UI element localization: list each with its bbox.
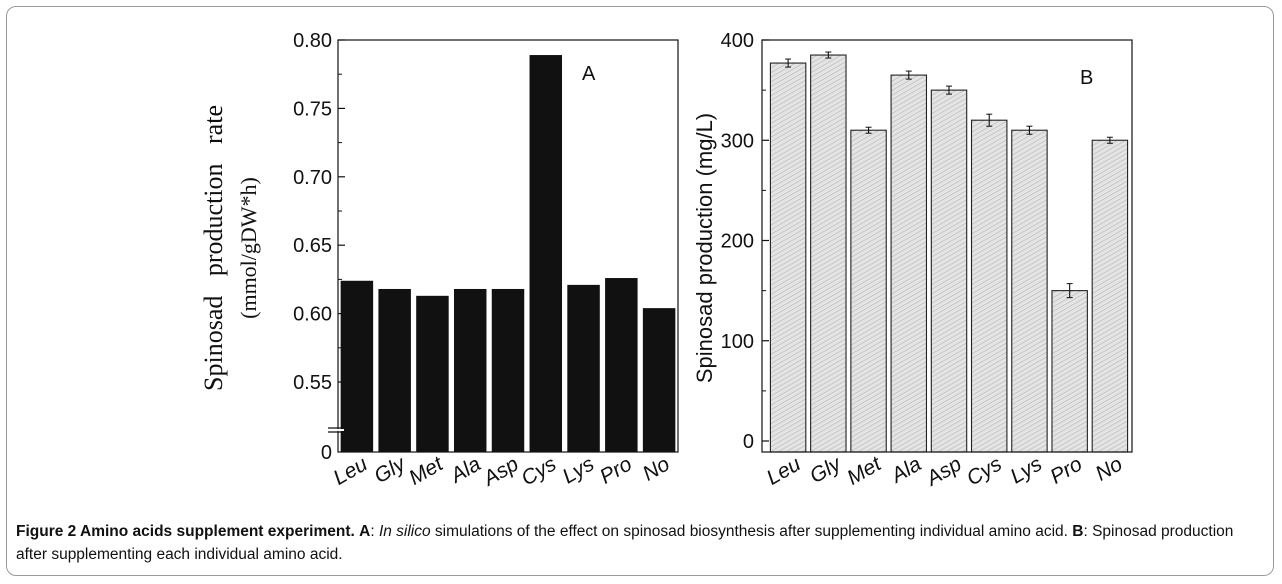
panel-b-bar-cys — [970, 119, 1008, 453]
panel-b-xtick-label: Leu — [763, 452, 805, 490]
panel-b-xtick-label: Asp — [921, 452, 966, 491]
panel-a-bar-no — [642, 308, 676, 452]
panel-b-ytick-label: 0 — [743, 431, 754, 453]
panel-a-ytick-label: 0.70 — [293, 167, 332, 189]
panel-a-ytick-label: 0.65 — [293, 235, 332, 257]
panel-a-xtick-label: Cys — [517, 452, 560, 490]
panel-b-ylabel: Spinosad production (mg/L) — [692, 113, 717, 383]
caption-b-text: : Spinosad production after supplementin… — [16, 523, 1234, 563]
panel-a-bar-ala — [453, 288, 487, 452]
panel-a-xtick-label: Met — [405, 452, 448, 490]
panel-b-bar-gly — [810, 54, 847, 453]
panel-a-xtick-label: Asp — [478, 452, 523, 491]
panel-b-bar-asp — [930, 89, 968, 453]
panel-b-xtick-label: Ala — [886, 452, 926, 488]
panel-a-ylabel-line1: Spinosad production rate — [199, 105, 228, 391]
panel-b-xtick-label: Lys — [1006, 452, 1046, 488]
panel-a-xtick-label: No — [639, 452, 674, 486]
panel-b-bar-leu — [769, 62, 807, 453]
panel-b-xtick-label: Met — [843, 452, 886, 490]
caption-a-sep: : — [370, 523, 379, 540]
panel-a-axis-break — [328, 427, 346, 433]
panel-b-bar-lys — [1011, 129, 1048, 453]
panel-a-ytick-label: 0.80 — [293, 30, 332, 52]
panel-a-ytick-label: 0.60 — [293, 304, 332, 326]
figure-caption: Figure 2 Amino acids supplement experime… — [16, 520, 1266, 566]
caption-a-italic: In silico — [378, 523, 431, 540]
panel-b-ytick-label: 300 — [721, 130, 754, 152]
panel-a-bar-gly — [378, 288, 411, 452]
panel-b-xtick-label: Pro — [1046, 452, 1086, 488]
panel-b-bar-pro — [1051, 290, 1088, 453]
caption-title: Figure 2 Amino acids supplement experime… — [16, 523, 355, 540]
panel-b-xtick-label: Gly — [806, 452, 846, 488]
panel-a-ylabel-line2: (mmol/gDW*h) — [236, 177, 261, 319]
panel-b-ytick-label: 400 — [721, 30, 754, 52]
panel-a-ytick-label: 0 — [321, 442, 332, 464]
caption-a-text: simulations of the effect on spinosad bi… — [430, 523, 1068, 540]
panel-a-bar-met — [416, 295, 449, 452]
panel-a-label: A — [582, 63, 596, 85]
panel-b-bar-ala — [890, 74, 928, 453]
panel-b-ytick-label: 200 — [721, 231, 754, 253]
panel-b-bar-no — [1091, 139, 1129, 453]
panel-b-label: B — [1080, 67, 1093, 89]
panel-a-xtick-label: Lys — [559, 452, 599, 488]
panel-b-xtick-label: Cys — [963, 452, 1006, 490]
panel-a-bar-lys — [567, 284, 600, 452]
panel-a-ytick-label: 0.55 — [293, 372, 332, 394]
panel-a-plot-frame — [337, 39, 679, 453]
panel-a-xtick-label: Pro — [596, 452, 636, 488]
panel-a-ytick-label: 0.75 — [293, 98, 332, 120]
caption-a-label: A — [359, 523, 371, 540]
panel-a-bar-asp — [491, 288, 525, 452]
panel-b-bar-met — [850, 129, 887, 453]
panel-a-bar-cys — [529, 55, 563, 452]
panel-a-bar-pro — [605, 278, 638, 452]
panel-a-bar-leu — [340, 280, 374, 452]
panel-b-plot-frame — [761, 39, 1133, 453]
panel-b-ytick-label: 100 — [721, 331, 754, 353]
panel-a-xtick-label: Leu — [330, 452, 372, 490]
panel-b-xtick-label: No — [1092, 452, 1127, 486]
caption-b-label: B — [1072, 523, 1084, 540]
